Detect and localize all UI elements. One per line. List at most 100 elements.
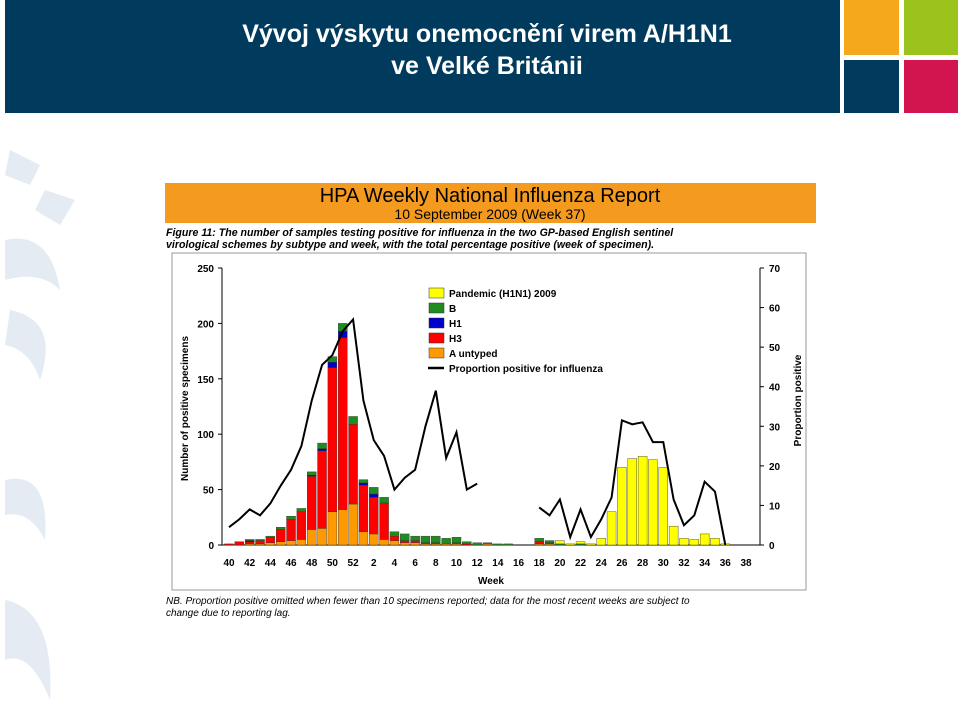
bar-segment [307,529,317,546]
note: NB. Proportion positive omitted when few… [166,596,690,607]
report-title: HPA Weekly National Influenza Report [320,185,661,207]
y2-tick-label: 20 [769,462,781,473]
report-band [165,183,816,223]
legend-swatch [428,347,445,359]
y-axis-label: Number of positive specimens [180,336,191,481]
x-tick-label: 14 [492,558,504,569]
deco-square [904,0,958,55]
x-tick-label: 18 [534,558,546,569]
bar-segment [410,542,420,546]
bar-segment [307,471,317,476]
bar-segment [286,540,296,546]
x-tick-label: 2 [371,558,377,569]
x-tick-label: 8 [433,558,439,569]
legend-swatch [428,317,445,329]
bar-segment [265,535,276,538]
bar-segment [534,538,544,542]
y2-tick-label: 70 [769,264,781,275]
bar-segment [348,503,358,546]
bar-segment [379,502,389,540]
bar-segment [276,541,286,546]
bar-segment [224,543,234,546]
x-tick-label: 32 [678,558,690,569]
bar-segment [451,537,462,543]
slide-title: Vývoj výskytu onemocnění virem A/H1N1 [242,20,732,48]
bar-segment [265,542,276,546]
x-tick-label: 10 [451,558,463,569]
bar-segment [575,541,586,545]
bar-segment [658,467,668,546]
bar-segment [327,361,338,368]
x-tick-label: 34 [699,558,711,569]
legend-swatch [428,302,445,314]
y2-tick-label: 10 [769,501,781,512]
x-tick-label: 40 [223,558,235,569]
caption: virological schemes by subtype and week,… [166,239,654,251]
deco-square [844,60,899,113]
legend-label: B [449,304,456,315]
x-tick-label: 50 [327,558,339,569]
line-series [228,317,727,546]
x-tick-label: 38 [740,558,752,569]
y-tick-label: 100 [197,430,214,441]
legend-label: H1 [449,319,462,330]
bar-segment [586,543,596,546]
bar-segment [358,482,369,486]
bar-segment [276,527,286,530]
x-tick-label: 22 [575,558,587,569]
bar-segment [296,539,307,546]
report-subtitle: 10 September 2009 (Week 37) [394,206,585,222]
x-tick-label: 42 [244,558,256,569]
x-tick-label: 24 [596,558,608,569]
x-tick-label: 26 [616,558,628,569]
bar-segment [431,535,441,543]
bar-segment [668,525,679,546]
bar-segment [244,541,255,545]
y2-tick-label: 40 [769,383,781,394]
bar-segment [358,479,369,484]
bar-segment [565,543,575,546]
bar-segment [255,539,265,541]
bar-segment [369,497,379,535]
legend-label: H3 [449,334,462,345]
y-tick-label: 200 [197,319,214,330]
bar-segment [648,459,658,546]
note: change due to reporting lag. [166,608,291,619]
x-tick-label: 28 [637,558,649,569]
bar-segment [327,511,338,546]
bar-segment [410,535,420,541]
y-tick-label: 150 [197,375,214,386]
bar-segment [555,540,565,545]
x-tick-label: 12 [472,558,484,569]
bar-segment [338,509,348,546]
bar-segment [286,515,296,520]
bar-segment [348,424,358,505]
bar-segment [410,540,420,543]
bar-segment [286,519,296,541]
x-tick-label: 30 [658,558,670,569]
bar-segment [317,528,327,546]
bar-segment [317,448,327,452]
bar-segment [234,541,245,546]
x-tick-label: 6 [412,558,418,569]
bar-segment [534,541,544,545]
bar-segment [400,542,410,546]
bar-segment [462,541,472,545]
bar-segment [679,538,689,546]
y2-tick-label: 50 [769,343,781,354]
bar-segment [400,540,410,543]
bar-segment [358,531,369,546]
bar-segment [327,367,338,512]
bar-segment [369,533,379,546]
bar-segment [596,538,606,546]
bar-segment [317,450,327,529]
bar-segment [544,540,555,543]
bar-segment [617,467,627,546]
bar-segment [317,442,327,449]
bar-segment [276,529,286,542]
x-tick-label: 46 [285,558,297,569]
x-tick-label: 20 [554,558,566,569]
bar-segment [493,543,503,546]
